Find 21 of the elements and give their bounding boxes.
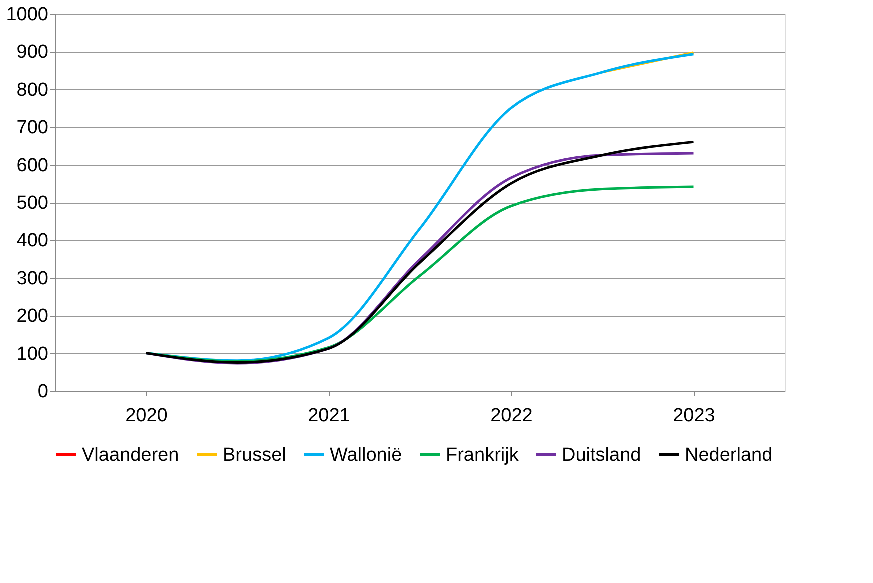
x-tick-label: 2023 [673,406,716,426]
y-tick-label: 700 [16,118,48,139]
y-tick-label: 800 [16,80,48,101]
legend-label: Nederland [685,444,773,466]
y-tick-label: 100 [16,344,48,365]
x-tick-label: 2022 [490,406,533,426]
y-tick-label: 0 [38,382,48,402]
legend-label: Wallonië [330,444,402,466]
y-tick-label: 300 [16,268,48,290]
legend-label: Duitsland [562,444,642,466]
y-tick-label: 400 [16,230,48,252]
y-tick-label: 600 [16,155,48,176]
y-tick-label: 900 [16,42,48,64]
y-tick-label: 200 [16,306,48,328]
legend-label: Brussel [223,444,286,466]
x-tick-label: 2020 [126,406,168,426]
legend-label: Frankrijk [446,444,520,466]
y-tick-label: 1000 [6,4,48,26]
y-tick-label: 500 [16,193,48,214]
x-tick-label: 2021 [308,406,350,426]
legend-label: Vlaanderen [82,444,180,466]
